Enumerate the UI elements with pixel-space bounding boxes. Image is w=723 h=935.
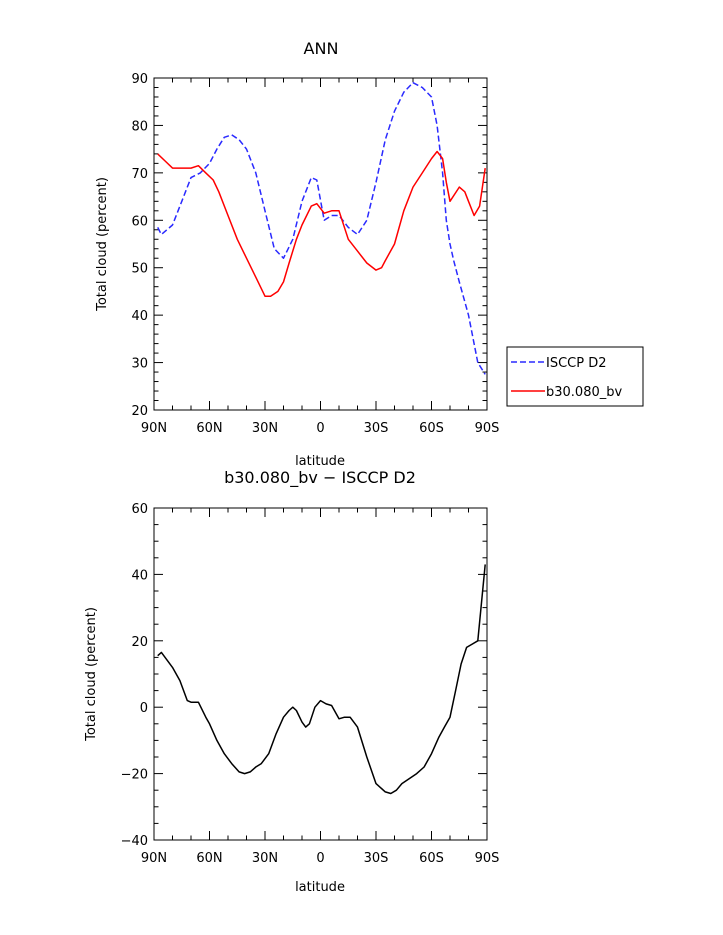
bottom-y-tick-label: 0 — [140, 701, 148, 716]
legend: ISCCP D2 b30.080_bv — [506, 346, 644, 407]
top-x-axis-label: latitude — [295, 454, 345, 469]
bottom-y-tick-label: 20 — [131, 635, 148, 650]
top-x-tick-label: 30S — [364, 421, 389, 436]
bottom-chart-title: b30.080_bv − ISCCP D2 — [224, 468, 416, 488]
bottom-y-tick-label: −20 — [121, 768, 148, 783]
top-y-axis-label: Total cloud (percent) — [95, 177, 110, 312]
bottom-y-tick-label: −40 — [121, 834, 148, 849]
top-y-tick-label: 60 — [131, 214, 148, 229]
bottom-x-tick-label: 90N — [141, 851, 167, 866]
bottom-y-tick-label: 60 — [131, 502, 148, 517]
bottom-x-tick-label: 90S — [475, 851, 500, 866]
top-chart-title: ANN — [304, 39, 339, 58]
top-panel: ANN 90N 60N 30N 0 30S 60S 90S2030405060708090 … — [95, 39, 644, 469]
top-y-tick-label: 50 — [131, 262, 148, 277]
bottom-x-tick-label: 30S — [364, 851, 389, 866]
top-x-tick-label: 60S — [419, 421, 444, 436]
top-y-tick-label: 20 — [131, 404, 148, 419]
top-x-tick-label: 90N — [141, 421, 167, 436]
legend-label-model: b30.080_bv — [546, 385, 622, 400]
top-y-tick-label: 90 — [131, 72, 148, 87]
bottom-x-tick-label: 60S — [419, 851, 444, 866]
bottom-plot-frame — [153, 507, 488, 841]
bottom-y-tick-label: 40 — [131, 568, 148, 583]
legend-label-isccp: ISCCP D2 — [546, 356, 607, 371]
top-y-tick-label: 80 — [131, 119, 148, 134]
bottom-y-axis-label: Total cloud (percent) — [84, 607, 99, 742]
top-x-tick-label: 60N — [196, 421, 222, 436]
bottom-x-tick-label: 0 — [316, 851, 324, 866]
top-y-tick-label: 70 — [131, 167, 148, 182]
top-x-tick-label: 30N — [252, 421, 278, 436]
top-y-tick-label: 30 — [131, 357, 148, 372]
legend-box — [506, 346, 644, 407]
bottom-x-tick-label: 60N — [196, 851, 222, 866]
top-x-tick-label: 90S — [475, 421, 500, 436]
top-x-tick-label: 0 — [316, 421, 324, 436]
bottom-series-line-0 — [157, 564, 486, 795]
bottom-x-axis-label: latitude — [295, 880, 345, 895]
bottom-x-tick-label: 30N — [252, 851, 278, 866]
top-series-line-1 — [157, 150, 486, 297]
bottom-panel: b30.080_bv − ISCCP D2 90N 60N 30N 0 30S 60S 90… — [84, 468, 499, 895]
top-series-line-0 — [157, 81, 486, 375]
top-y-tick-label: 40 — [131, 309, 148, 324]
